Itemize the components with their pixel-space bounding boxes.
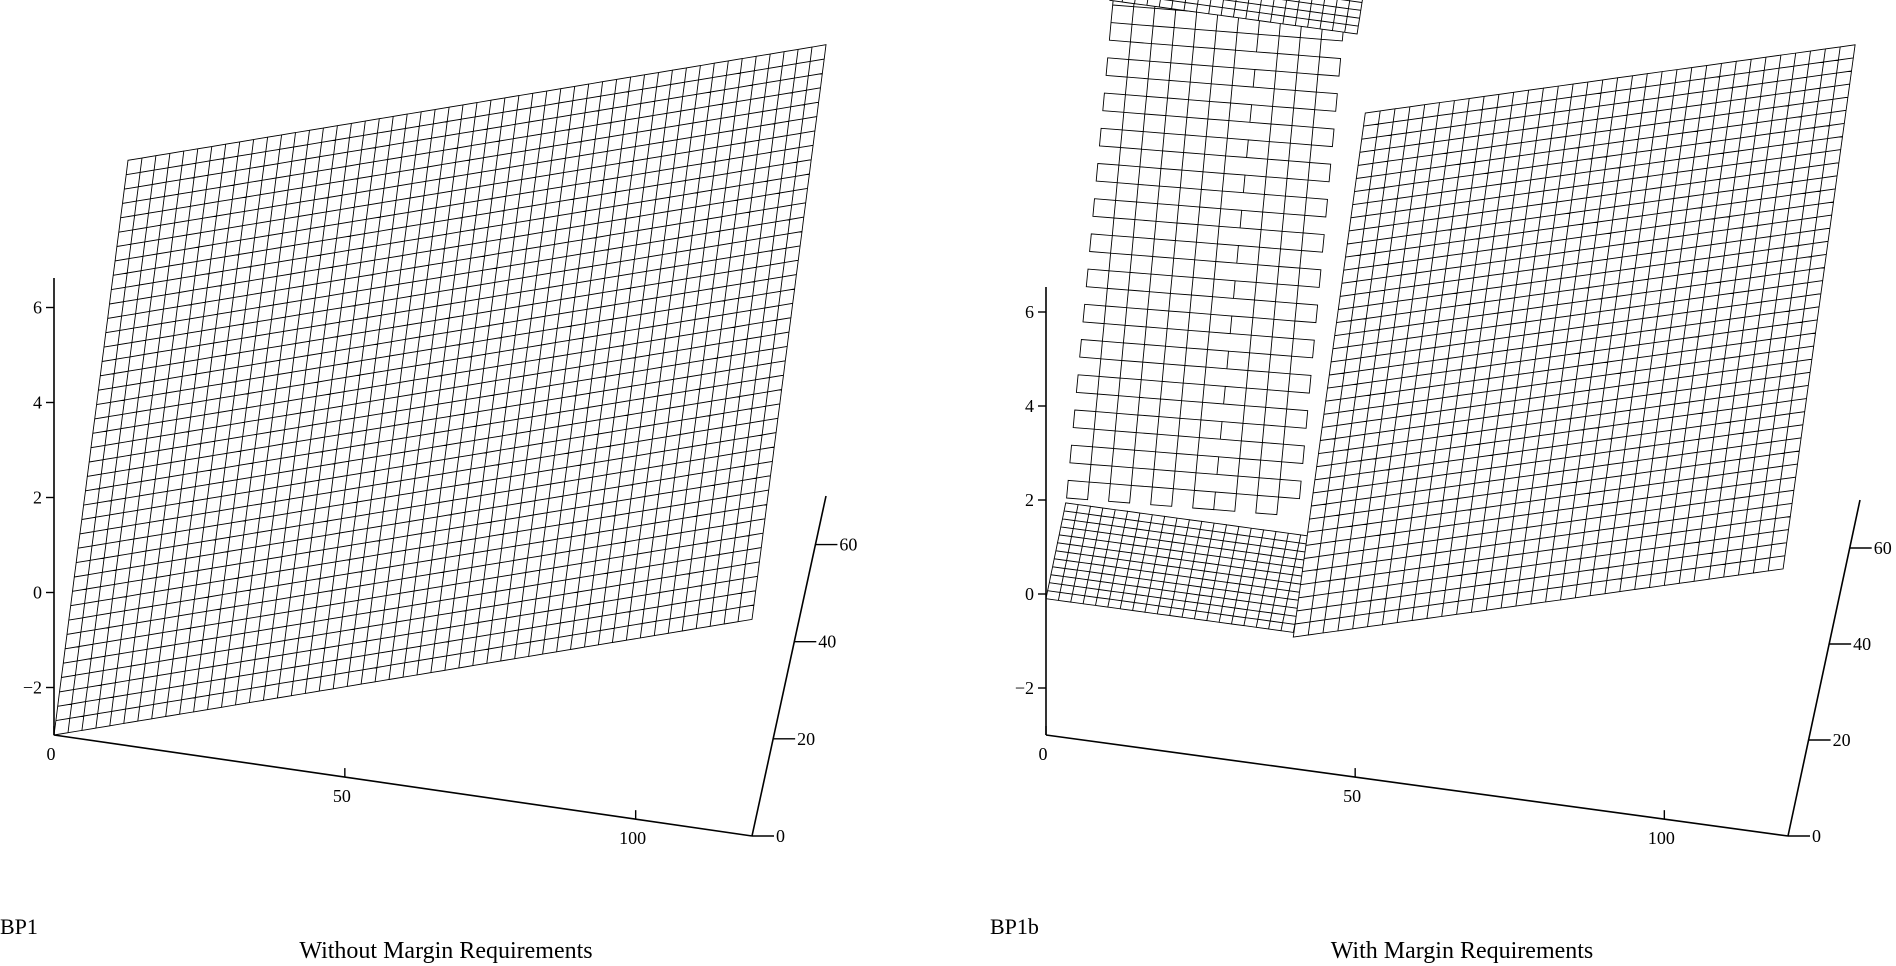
surface-cells — [1292, 44, 1856, 638]
x-tick-label: 0 — [1039, 744, 1048, 764]
z-tick-label: −2 — [23, 678, 42, 698]
y-tick-label: 20 — [797, 729, 815, 749]
y-tick-label: 60 — [839, 535, 857, 555]
panel-label: BP1b — [990, 914, 1039, 939]
x-axis-line — [53, 734, 753, 837]
y-tick-label: 20 — [1833, 730, 1851, 750]
panel-label: BP1 — [0, 914, 38, 939]
x-tick-label: 100 — [1648, 828, 1675, 848]
z-tick-label: 6 — [33, 298, 42, 318]
x-tick-label: 50 — [1343, 786, 1361, 806]
y-axis-line — [751, 495, 827, 837]
chart-caption: Without Margin Requirements — [299, 938, 592, 964]
y-tick-label: 60 — [1874, 538, 1892, 558]
surface-cells — [1109, 0, 1363, 35]
x-axis-line — [1045, 734, 1789, 837]
x-tick-label: 0 — [47, 744, 56, 764]
surface-mesh — [1045, 0, 1856, 638]
y-tick-label: 40 — [1853, 634, 1871, 654]
z-tick-label: 4 — [1025, 396, 1034, 416]
surface-mesh — [53, 44, 827, 736]
y-tick-label: 40 — [818, 632, 836, 652]
surface-cells — [1045, 502, 1314, 633]
y-tick-label: 0 — [1812, 826, 1821, 846]
z-tick-label: 0 — [33, 583, 42, 603]
z-tick-label: 2 — [33, 488, 42, 508]
x-tick-label: 100 — [619, 828, 646, 848]
surface-cells — [53, 44, 827, 736]
z-tick-label: −2 — [1015, 678, 1034, 698]
z-tick-label: 2 — [1025, 490, 1034, 510]
y-tick-label: 0 — [776, 826, 785, 846]
surface-cells — [1066, 0, 1347, 516]
y-axis-line — [1787, 499, 1861, 837]
chart-caption: With Margin Requirements — [1331, 938, 1594, 964]
x-tick-label: 50 — [333, 786, 351, 806]
z-tick-label: 0 — [1025, 584, 1034, 604]
z-tick-label: 6 — [1025, 302, 1034, 322]
z-tick-label: 4 — [33, 393, 42, 413]
